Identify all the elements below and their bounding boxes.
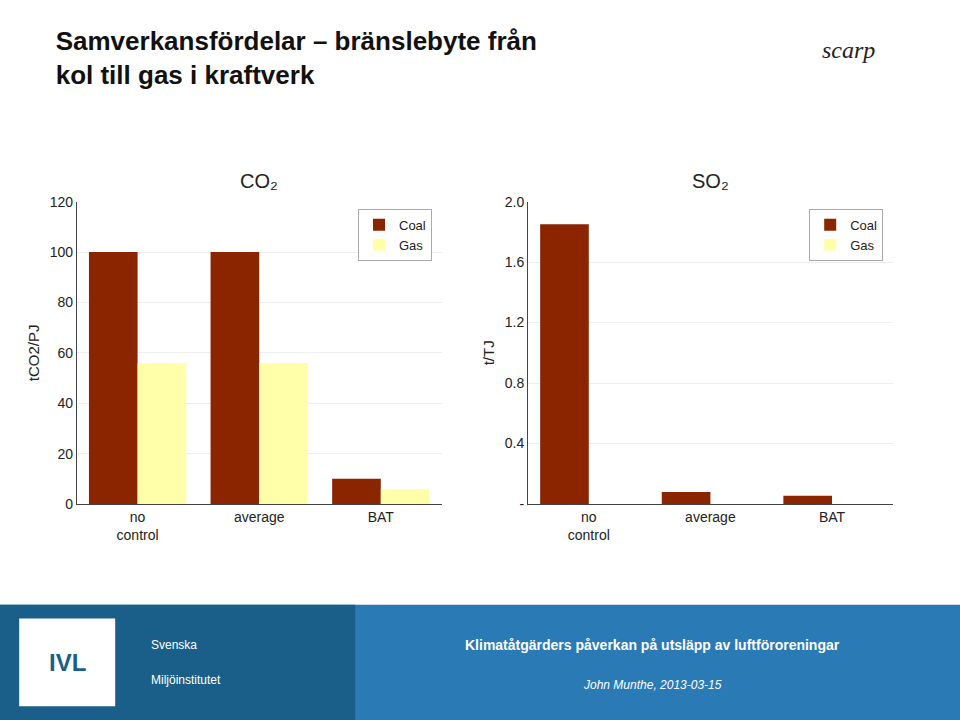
svg-text:Gas: Gas: [399, 238, 423, 253]
svg-text:Coal: Coal: [850, 218, 877, 233]
svg-text:average: average: [685, 509, 736, 525]
svg-text:BAT: BAT: [819, 509, 846, 525]
svg-text:tCO2/PJ: tCO2/PJ: [25, 324, 42, 381]
svg-text:-: -: [520, 496, 525, 512]
svg-text:20: 20: [57, 446, 73, 462]
svg-text:Klimatåtgärders påverkan på ut: Klimatåtgärders påverkan på utsläpp av l…: [465, 637, 840, 653]
svg-text:1.2: 1.2: [505, 314, 525, 330]
svg-text:BAT: BAT: [368, 509, 395, 525]
svg-text:Svenska: Svenska: [151, 638, 197, 652]
svg-text:Coal: Coal: [399, 218, 426, 233]
svg-text:Miljöinstitutet: Miljöinstitutet: [151, 673, 221, 687]
svg-text:nocontrol: nocontrol: [568, 509, 610, 543]
svg-text:Gas: Gas: [850, 238, 874, 253]
svg-text:60: 60: [57, 345, 73, 361]
svg-text:IVL: IVL: [49, 649, 86, 676]
svg-text:120: 120: [50, 194, 74, 210]
svg-text:0.4: 0.4: [505, 435, 525, 451]
svg-text:CO₂: CO₂: [240, 170, 278, 192]
svg-text:scarp: scarp: [822, 37, 875, 63]
svg-text:40: 40: [57, 395, 73, 411]
svg-text:Samverkansfördelar – bränsleby: Samverkansfördelar – bränslebyte frånkol…: [56, 26, 537, 90]
svg-text:2.0: 2.0: [505, 194, 525, 210]
svg-text:80: 80: [57, 294, 73, 310]
svg-text:0.8: 0.8: [505, 375, 525, 391]
svg-text:nocontrol: nocontrol: [117, 509, 159, 543]
svg-text:100: 100: [50, 244, 74, 260]
svg-text:SO₂: SO₂: [692, 170, 729, 192]
svg-text:1.6: 1.6: [505, 254, 525, 270]
svg-text:John Munthe, 2013-03-15: John Munthe, 2013-03-15: [583, 678, 722, 692]
svg-text:average: average: [234, 509, 285, 525]
svg-text:t/TJ: t/TJ: [480, 340, 497, 365]
svg-text:0: 0: [65, 496, 73, 512]
